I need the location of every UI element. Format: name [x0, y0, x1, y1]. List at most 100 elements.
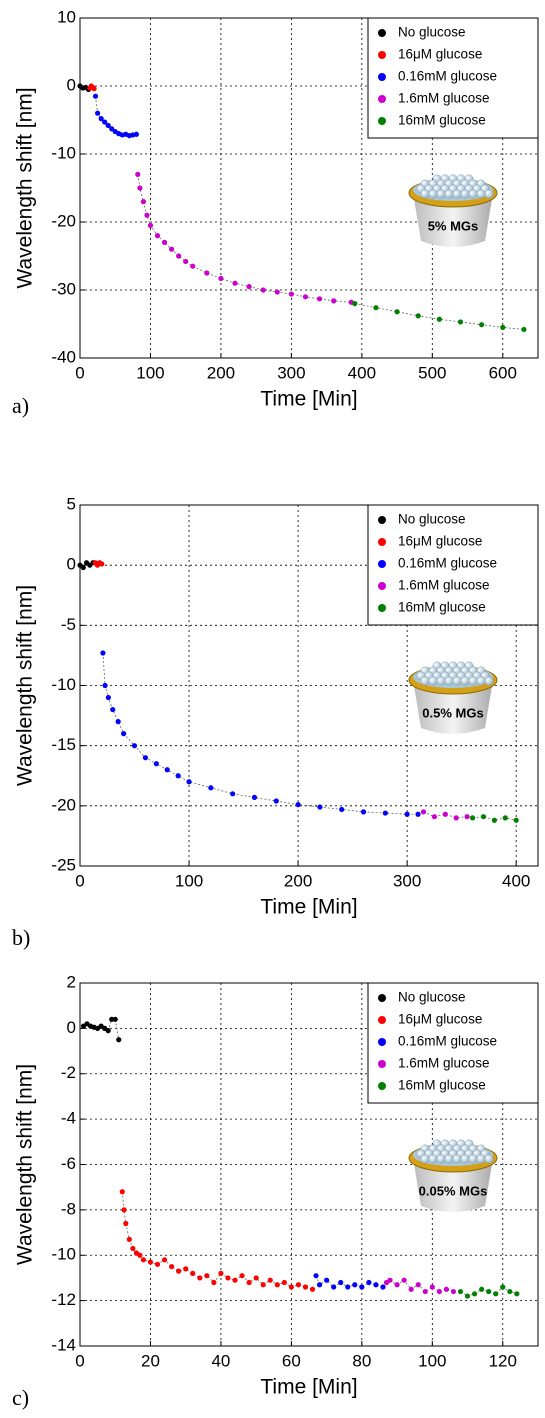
y-tick-label: -25 — [51, 855, 76, 874]
x-axis-label: Time [Min] — [260, 1376, 357, 1399]
data-point — [218, 275, 224, 282]
data-point — [119, 1189, 125, 1195]
data-point — [99, 561, 105, 567]
data-point — [142, 755, 149, 761]
plot-frame — [79, 982, 539, 1347]
data-point — [102, 682, 108, 689]
data-point — [92, 93, 99, 99]
x-tick-label: 20 — [141, 1351, 160, 1370]
legend-label: 1.6mM glucose — [398, 578, 490, 593]
data-point — [295, 802, 301, 808]
inset-bead — [436, 1154, 446, 1164]
data-point — [186, 779, 192, 785]
data-point — [443, 1286, 449, 1292]
data-point — [218, 1270, 224, 1276]
chart-panel: 0 100 200 300 400 500 600 -40 -30 -20 -10 0 10 Time [… — [12, 7, 539, 418]
legend-marker — [378, 1038, 386, 1046]
data-point — [260, 1282, 266, 1288]
data-point — [450, 1288, 457, 1295]
inset-bead — [452, 676, 462, 686]
y-tick-label: -5 — [61, 615, 76, 634]
inset-bead — [476, 676, 486, 686]
data-point — [98, 116, 104, 122]
inset-bead — [468, 189, 478, 199]
data-point — [110, 706, 116, 713]
legend-marker — [378, 29, 386, 37]
data-point — [429, 1284, 435, 1290]
inset-bead — [484, 189, 494, 199]
y-tick-label: -4 — [61, 1109, 76, 1128]
inset-bead — [420, 676, 430, 686]
legend-label: 0.16mM glucose — [398, 69, 497, 84]
data-point — [260, 287, 266, 293]
y-tick-label: 5 — [67, 494, 76, 513]
inset-cylinder — [413, 680, 493, 734]
inset-bead — [452, 1154, 462, 1164]
data-point — [404, 811, 410, 817]
y-tick-label: -40 — [51, 347, 76, 366]
y-tick-label: 0 — [67, 1018, 76, 1037]
data-point — [100, 650, 106, 656]
inset-cylinder — [413, 1158, 493, 1212]
data-point — [137, 185, 143, 191]
inset-bead — [460, 189, 470, 199]
data-point — [102, 119, 108, 125]
inset-bead — [484, 1154, 494, 1164]
data-point — [493, 1291, 499, 1297]
data-point — [121, 731, 127, 737]
legend-marker — [378, 1060, 386, 1068]
data-point — [366, 1279, 372, 1286]
data-point — [394, 1282, 400, 1288]
data-point — [352, 1282, 358, 1288]
legend-label: No glucose — [398, 990, 466, 1005]
y-tick-label: -10 — [51, 143, 76, 162]
data-point — [317, 804, 323, 810]
data-point — [352, 301, 358, 307]
inset-bead — [476, 1154, 486, 1164]
data-point — [95, 110, 101, 116]
x-axis-label: Time [Min] — [260, 896, 357, 919]
data-point — [112, 1016, 118, 1022]
data-point — [295, 1282, 302, 1288]
legend-marker — [378, 560, 386, 568]
data-point — [153, 761, 159, 767]
data-point — [507, 1288, 513, 1295]
y-tick-label: -10 — [51, 1245, 76, 1264]
data-point — [401, 1277, 407, 1283]
data-point — [442, 811, 448, 817]
data-point — [500, 1284, 506, 1290]
plot-frame — [79, 504, 539, 867]
inset-label: 0.05% MGs — [419, 1183, 488, 1198]
x-tick-label: 100 — [418, 1351, 446, 1370]
data-point — [204, 270, 210, 276]
data-point — [281, 1279, 287, 1286]
data-point — [422, 1288, 428, 1295]
legend-label: 16mM glucose — [398, 600, 486, 615]
inset-bead — [468, 1154, 478, 1164]
x-tick-label: 100 — [175, 871, 203, 890]
legend-box — [367, 982, 539, 1104]
data-point — [230, 791, 236, 797]
y-tick-label: -6 — [61, 1154, 76, 1173]
data-point — [316, 296, 323, 302]
data-point — [288, 1284, 294, 1290]
y-tick-label: -15 — [51, 735, 76, 754]
inset-bead — [476, 189, 486, 199]
legend-label: No glucose — [398, 512, 466, 527]
data-point — [382, 810, 388, 816]
data-point — [251, 794, 258, 801]
data-point — [415, 313, 421, 319]
legend-label: 16μM glucose — [398, 1012, 482, 1027]
data-point — [246, 284, 252, 290]
inset-bead — [436, 676, 446, 686]
data-point — [431, 814, 438, 820]
data-point — [123, 1220, 129, 1227]
chart-panel: 0 20 40 60 80 100 120 -14 -12 -10 -8 -6 -4 -2 0 2 Time [… — [12, 972, 539, 1410]
x-axis-label: Time [Min] — [260, 388, 357, 411]
data-point — [140, 199, 147, 205]
data-point — [105, 694, 111, 701]
data-point — [183, 258, 189, 265]
inset-bead — [420, 1154, 430, 1164]
data-point — [420, 809, 427, 815]
series-line — [137, 174, 352, 303]
